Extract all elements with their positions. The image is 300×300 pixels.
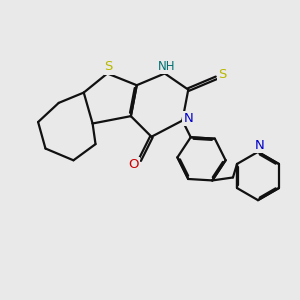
Text: N: N — [183, 112, 193, 125]
Text: S: S — [105, 61, 113, 74]
Text: O: O — [128, 158, 139, 171]
Text: S: S — [218, 68, 227, 81]
Text: NH: NH — [158, 61, 176, 74]
Text: N: N — [255, 139, 264, 152]
